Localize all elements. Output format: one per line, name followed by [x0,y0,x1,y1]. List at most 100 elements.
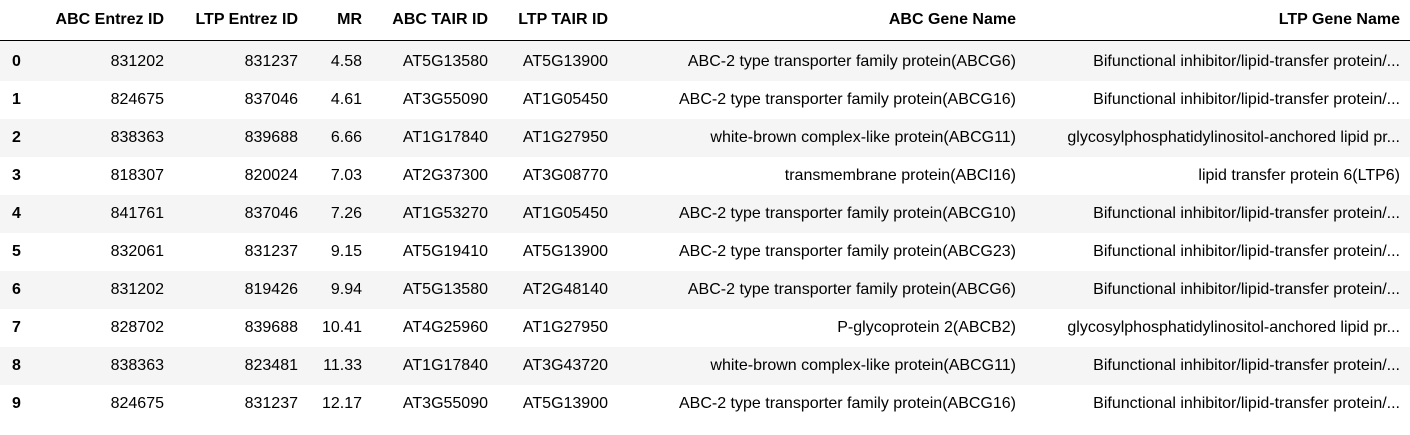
row-index: 0 [12,53,21,70]
cell-mr: 7.26 [330,205,362,222]
index-header [0,0,30,41]
row-index: 2 [12,129,21,146]
cell-ltp-entrez-id: 831237 [244,53,298,70]
table-header: ABC Entrez ID LTP Entrez ID MR ABC TAIR … [0,0,1410,41]
table-row: 7 828702 839688 10.41 AT4G25960 AT1G2795… [0,309,1410,347]
column-header-ltp-gene-name: LTP Gene Name [1026,0,1410,41]
column-header-mr: MR [308,0,372,41]
cell-ltp-gene-name: Bifunctional inhibitor/lipid-transfer pr… [1093,243,1400,260]
cell-mr: 4.58 [330,53,362,70]
cell-ltp-gene-name: glycosylphosphatidylinositol-anchored li… [1067,129,1400,146]
cell-ltp-gene-name: Bifunctional inhibitor/lipid-transfer pr… [1093,395,1400,412]
table-row: 5 832061 831237 9.15 AT5G19410 AT5G13900… [0,233,1410,271]
cell-ltp-tair-id: AT1G27950 [522,319,608,336]
cell-ltp-entrez-id: 831237 [244,243,298,260]
cell-ltp-tair-id: AT1G27950 [522,129,608,146]
table-row: 1 824675 837046 4.61 AT3G55090 AT1G05450… [0,81,1410,119]
cell-ltp-tair-id: AT5G13900 [522,395,608,412]
cell-ltp-entrez-id: 823481 [244,357,298,374]
row-index: 9 [12,395,21,412]
cell-ltp-entrez-id: 831237 [244,395,298,412]
cell-abc-entrez-id: 838363 [110,129,164,146]
row-index: 4 [12,205,21,222]
cell-ltp-entrez-id: 820024 [244,167,298,184]
cell-abc-tair-id: AT3G55090 [402,395,488,412]
cell-abc-entrez-id: 828702 [110,319,164,336]
row-index: 8 [12,357,21,374]
cell-mr: 9.94 [330,281,362,298]
row-index: 6 [12,281,21,298]
table-row: 9 824675 831237 12.17 AT3G55090 AT5G1390… [0,385,1410,423]
cell-abc-gene-name: ABC-2 type transporter family protein(AB… [687,53,1016,70]
cell-mr: 12.17 [321,395,362,412]
cell-ltp-tair-id: AT2G48140 [522,281,608,298]
cell-ltp-gene-name: lipid transfer protein 6(LTP6) [1198,167,1400,184]
cell-abc-gene-name: white-brown complex-like protein(ABCG11) [710,357,1016,374]
header-row: ABC Entrez ID LTP Entrez ID MR ABC TAIR … [0,0,1410,41]
cell-abc-tair-id: AT4G25960 [402,319,488,336]
column-header-ltp-tair-id: LTP TAIR ID [498,0,618,41]
cell-mr: 9.15 [330,243,362,260]
cell-abc-entrez-id: 831202 [110,281,164,298]
cell-ltp-gene-name: Bifunctional inhibitor/lipid-transfer pr… [1093,53,1400,70]
cell-abc-entrez-id: 838363 [110,357,164,374]
cell-ltp-gene-name: Bifunctional inhibitor/lipid-transfer pr… [1093,91,1400,108]
dataframe-table: ABC Entrez ID LTP Entrez ID MR ABC TAIR … [0,0,1410,423]
cell-abc-entrez-id: 818307 [110,167,164,184]
cell-ltp-gene-name: Bifunctional inhibitor/lipid-transfer pr… [1093,281,1400,298]
cell-ltp-entrez-id: 839688 [244,319,298,336]
cell-abc-tair-id: AT5G19410 [402,243,488,260]
cell-abc-tair-id: AT2G37300 [402,167,488,184]
column-header-abc-gene-name: ABC Gene Name [618,0,1026,41]
table-row: 0 831202 831237 4.58 AT5G13580 AT5G13900… [0,40,1410,81]
cell-ltp-gene-name: Bifunctional inhibitor/lipid-transfer pr… [1093,357,1400,374]
cell-abc-gene-name: ABC-2 type transporter family protein(AB… [678,395,1016,412]
cell-abc-tair-id: AT1G53270 [402,205,488,222]
cell-mr: 6.66 [330,129,362,146]
row-index: 7 [12,319,21,336]
cell-ltp-entrez-id: 839688 [244,129,298,146]
cell-abc-entrez-id: 824675 [110,91,164,108]
row-index: 5 [12,243,21,260]
cell-abc-gene-name: ABC-2 type transporter family protein(AB… [678,91,1016,108]
table-row: 4 841761 837046 7.26 AT1G53270 AT1G05450… [0,195,1410,233]
column-header-abc-entrez-id: ABC Entrez ID [30,0,174,41]
cell-abc-gene-name: ABC-2 type transporter family protein(AB… [687,281,1016,298]
cell-mr: 7.03 [330,167,362,184]
cell-abc-tair-id: AT3G55090 [402,91,488,108]
table-row: 6 831202 819426 9.94 AT5G13580 AT2G48140… [0,271,1410,309]
table-row: 2 838363 839688 6.66 AT1G17840 AT1G27950… [0,119,1410,157]
cell-abc-gene-name: P-glycoprotein 2(ABCB2) [837,319,1016,336]
column-header-abc-tair-id: ABC TAIR ID [372,0,498,41]
cell-mr: 11.33 [323,357,362,374]
cell-ltp-gene-name: Bifunctional inhibitor/lipid-transfer pr… [1093,205,1400,222]
table-row: 3 818307 820024 7.03 AT2G37300 AT3G08770… [0,157,1410,195]
cell-ltp-entrez-id: 837046 [244,205,298,222]
cell-abc-entrez-id: 841761 [110,205,164,222]
cell-abc-gene-name: transmembrane protein(ABCI16) [784,167,1016,184]
column-header-ltp-entrez-id: LTP Entrez ID [174,0,308,41]
cell-abc-gene-name: white-brown complex-like protein(ABCG11) [710,129,1016,146]
cell-ltp-entrez-id: 819426 [244,281,298,298]
table-body: 0 831202 831237 4.58 AT5G13580 AT5G13900… [0,40,1410,423]
cell-abc-gene-name: ABC-2 type transporter family protein(AB… [678,243,1016,260]
cell-abc-entrez-id: 831202 [110,53,164,70]
cell-abc-tair-id: AT5G13580 [402,53,488,70]
table-row: 8 838363 823481 11.33 AT1G17840 AT3G4372… [0,347,1410,385]
cell-abc-entrez-id: 824675 [110,395,164,412]
cell-ltp-gene-name: glycosylphosphatidylinositol-anchored li… [1067,319,1400,336]
cell-ltp-tair-id: AT3G43720 [522,357,608,374]
row-index: 1 [12,91,21,108]
row-index: 3 [12,167,21,184]
cell-ltp-tair-id: AT1G05450 [522,205,608,222]
cell-abc-gene-name: ABC-2 type transporter family protein(AB… [678,205,1016,222]
cell-abc-tair-id: AT5G13580 [402,281,488,298]
cell-abc-tair-id: AT1G17840 [402,129,488,146]
cell-ltp-tair-id: AT1G05450 [522,91,608,108]
cell-mr: 10.41 [321,319,362,336]
cell-ltp-tair-id: AT5G13900 [522,53,608,70]
cell-abc-tair-id: AT1G17840 [402,357,488,374]
cell-ltp-tair-id: AT3G08770 [522,167,608,184]
cell-ltp-entrez-id: 837046 [244,91,298,108]
cell-mr: 4.61 [330,91,362,108]
